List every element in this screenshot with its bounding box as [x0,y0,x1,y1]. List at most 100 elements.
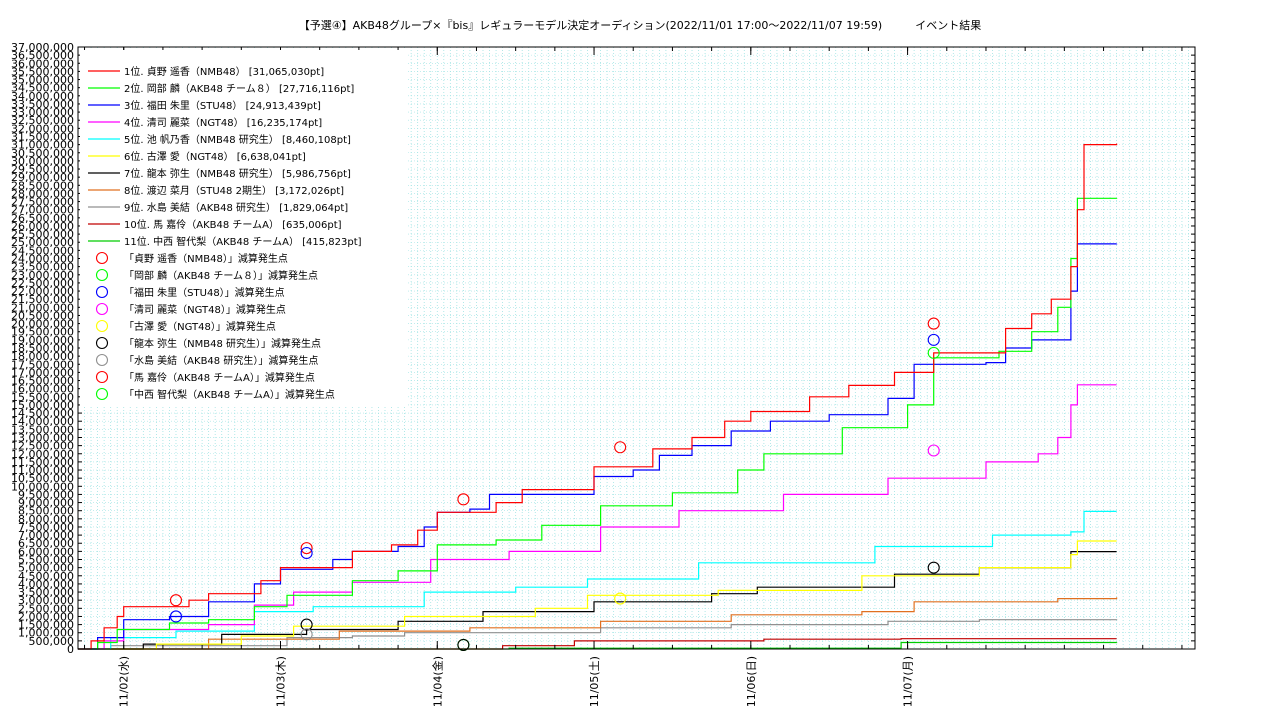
subtraction-marker [300,546,313,560]
subtraction-marker [457,493,470,506]
subtraction-marker [300,628,313,641]
y-tick-label: 17,000,000 [11,366,74,379]
y-tick-label: 32,000,000 [11,122,74,135]
y-tick-label: 35,500,000 [11,65,74,78]
y-tick-label: 9,500,000 [18,488,74,501]
legend-label: 6位. 古澤 愛（NGT48） [6,638,041pt] [124,150,306,163]
y-tick-label: 25,500,000 [11,228,74,241]
legend-marker-label: 「岡部 麟（AKB48 チーム８）」減算発生点 [124,269,318,282]
y-tick-label: 17,500,000 [11,358,74,371]
x-tick-label: 11/02(水) [118,656,131,707]
subtraction-marker [457,638,470,651]
y-tick-label: 23,500,000 [11,261,74,274]
y-tick-label: 1,000,000 [18,627,74,640]
y-tick-label: 1,500,000 [18,619,74,632]
y-tick-label: 10,500,000 [11,472,74,485]
y-tick-label: 12,000,000 [11,448,74,461]
legend-marker-label: 「古澤 愛（NGT48）」減算発生点 [124,320,276,333]
legend: 1位. 貞野 遥香（NMB48） [31,065,030pt] 2位. 岡部 麟（… [80,50,406,407]
legend-marker [95,387,109,401]
y-tick-label: 4,000,000 [18,578,74,591]
y-tick-label: 2,500,000 [18,602,74,615]
legend-marker [95,285,109,299]
y-tick-label: 28,000,000 [11,187,74,200]
subtraction-marker [169,610,183,623]
y-tick-label: 18,500,000 [11,342,74,355]
y-tick-label: 23,000,000 [11,269,74,282]
y-tick-label: 36,500,000 [11,49,74,62]
y-tick-label: 35,000,000 [11,74,74,87]
y-tick-label: 14,500,000 [11,407,74,420]
legend-marker-label: 「清司 麗菜（NGT48）」減算発生点 [124,303,286,316]
y-tick-label: 13,500,000 [11,423,74,436]
legend-label: 11位. 中西 智代梨（AKB48 チームA） [415,823pt] [124,235,362,248]
subtraction-marker [169,594,183,607]
y-tick-label: 36,000,000 [11,57,74,70]
legend-marker [95,319,109,333]
y-tick-label: 27,500,000 [11,196,74,209]
legend-label: 5位. 池 帆乃香（NMB48 研究生） [8,460,108pt] [124,133,351,146]
y-tick-label: 24,500,000 [11,244,74,257]
y-tick-label: 0 [67,643,74,656]
legend-label: 8位. 渡辺 菜月（STU48 2期生） [3,172,026pt] [124,184,344,197]
series-line [78,597,1118,650]
y-tick-label: 18,000,000 [11,350,74,363]
y-tick-label: 22,500,000 [11,277,74,290]
y-tick-label: 16,000,000 [11,383,74,396]
subtraction-markers [169,317,940,651]
y-tick-label: 20,000,000 [11,318,74,331]
y-tick-label: 33,500,000 [11,98,74,111]
series-line [78,540,1117,650]
series-line [78,510,1117,650]
y-tick-label: 6,500,000 [18,537,74,550]
series-line [78,143,1118,650]
y-tick-label: 14,000,000 [11,415,74,428]
legend-label: 10位. 馬 嘉伶（AKB48 チームA） [635,006pt] [124,218,342,231]
y-tick-label: 34,500,000 [11,82,74,95]
y-tick-label: 29,500,000 [11,163,74,176]
y-tick-label: 34,000,000 [11,90,74,103]
legend-marker [95,370,109,384]
y-tick-label: 5,500,000 [18,554,74,567]
series-line [78,243,1118,650]
subtraction-marker [927,317,940,330]
axis-ticks: 0500,0001,000,0001,500,0002,000,0002,500… [11,41,1195,707]
legend-label: 7位. 龍本 弥生（NMB48 研究生） [5,986,756pt] [124,167,351,180]
y-tick-label: 26,500,000 [11,212,74,225]
legend-marker-label: 「福田 朱里（STU48）」減算発生点 [124,286,285,299]
y-tick-label: 19,000,000 [11,334,74,347]
y-tick-label: 4,500,000 [18,570,74,583]
chart-title: 【予選④】AKB48グループ×『bis』レギュラーモデル決定オーディション(20… [298,19,982,32]
legend-marker [95,268,109,282]
legend-marker [95,336,109,350]
subtraction-marker [927,444,940,457]
y-tick-label: 9,000,000 [18,497,74,510]
legend-marker-label: 「中西 智代梨（AKB48 チームA）」減算発生点 [124,388,335,401]
legend-marker-label: 「馬 嘉伶（AKB48 チームA）」減算発生点 [124,371,315,384]
subtraction-marker [927,333,940,346]
series-line [78,638,1117,650]
legend-label: 2位. 岡部 麟（AKB48 チーム８） [27,716,116pt] [124,82,354,95]
legend-marker [95,302,109,316]
y-tick-label: 22,000,000 [11,285,74,298]
x-tick-label: 11/04(金) [430,656,444,707]
y-tick-label: 6,000,000 [18,545,74,558]
series-line [78,384,1117,650]
legend-marker [95,353,109,367]
series-lines [78,143,1118,650]
legend-marker-label: 「水島 美結（AKB48 研究生）」減算発生点 [124,354,318,367]
y-tick-label: 7,500,000 [18,521,74,534]
y-tick-label: 19,500,000 [11,326,74,339]
legend-marker-label: 「貞野 遥香（NMB48）」減算発生点 [124,252,288,265]
legend-marker-label: 「龍本 弥生（NMB48 研究生）」減算発生点 [124,337,321,350]
y-tick-label: 7,000,000 [18,529,74,542]
y-tick-label: 10,000,000 [11,480,74,493]
y-tick-label: 30,000,000 [11,155,74,168]
y-tick-label: 26,000,000 [11,220,74,233]
series-line [78,197,1118,650]
y-tick-label: 5,000,000 [18,562,74,575]
y-tick-label: 31,000,000 [11,139,74,152]
legend-marker [95,251,109,265]
y-tick-label: 21,000,000 [11,301,74,314]
subtraction-marker [614,441,627,454]
